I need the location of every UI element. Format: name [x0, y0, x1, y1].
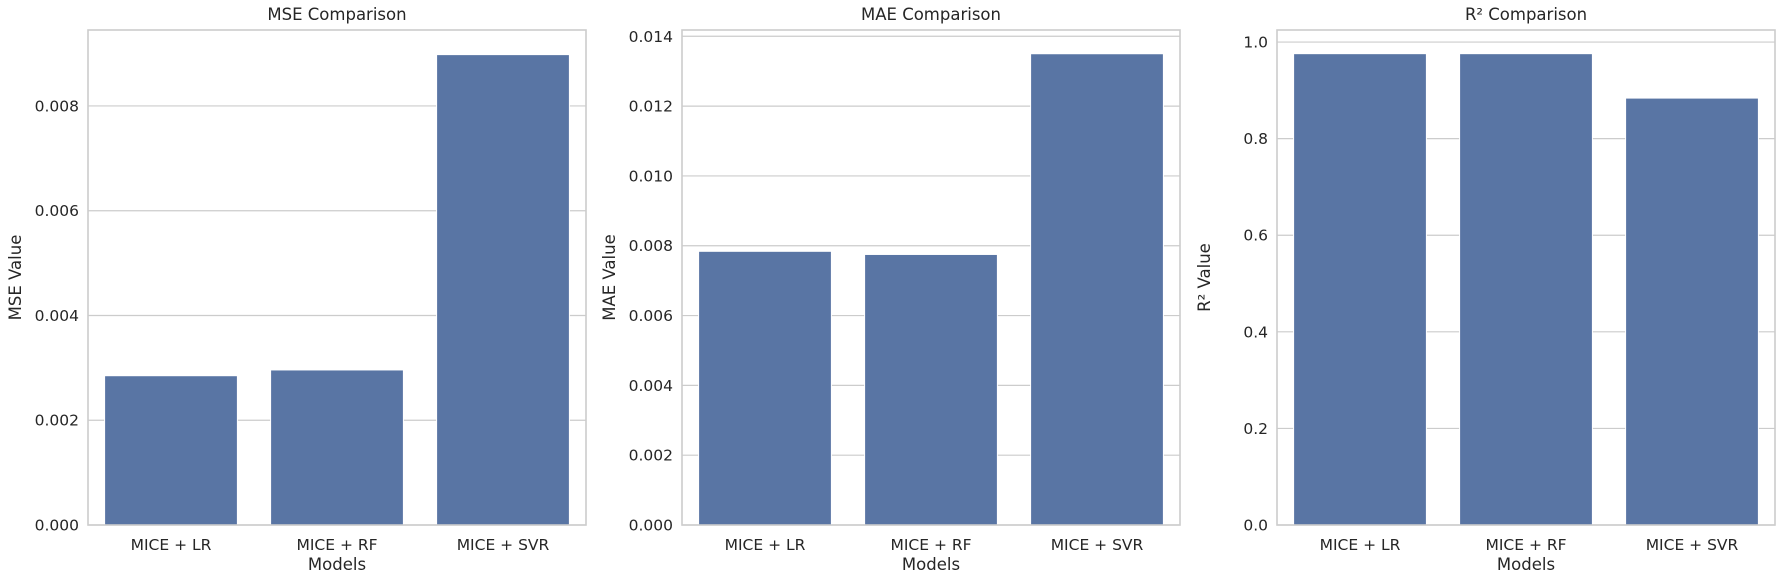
y-tick-label: 0.008 — [35, 97, 79, 115]
plot-frame — [1276, 29, 1776, 526]
y-tick-label: 0.002 — [629, 447, 673, 465]
y-tick-label: 0.012 — [629, 98, 673, 116]
y-tick-label: 0.000 — [35, 517, 79, 535]
y-tick-label: 0.4 — [1243, 323, 1268, 341]
bar-mice-lr — [1293, 53, 1427, 526]
bar-mice-svr — [1030, 53, 1164, 526]
y-tick-label: 0.002 — [35, 412, 79, 430]
y-tick-label: 0.6 — [1243, 227, 1268, 245]
x-tick-label: MICE + RF — [1485, 536, 1566, 554]
y-tick-label: 0.010 — [629, 167, 673, 185]
y-tick-label: 0.014 — [629, 28, 673, 46]
y-tick-label: 0.008 — [629, 237, 673, 255]
x-tick-label: MICE + RF — [890, 536, 971, 554]
chart-title: MSE Comparison — [267, 5, 406, 24]
x-tick-label: MICE + SVR — [457, 536, 550, 554]
chart-title: R² Comparison — [1465, 5, 1587, 24]
bar-mice-lr — [104, 375, 238, 526]
bar-mice-rf — [270, 369, 404, 526]
x-tick-label: MICE + LR — [725, 536, 806, 554]
y-tick-label: 0.004 — [629, 377, 673, 395]
y-tick-label: 1.0 — [1243, 34, 1268, 52]
y-tick-label: 0.006 — [629, 307, 673, 325]
x-tick-label: MICE + RF — [296, 536, 377, 554]
bar-mice-lr — [698, 250, 832, 526]
x-axis-label: Models — [1497, 555, 1555, 574]
y-tick-label: 0.0 — [1243, 517, 1268, 535]
y-tick-label: 0.8 — [1243, 130, 1268, 148]
x-tick-label: MICE + LR — [1320, 536, 1401, 554]
y-tick-label: 0.004 — [35, 307, 79, 325]
bar-mice-rf — [864, 253, 998, 526]
plot-frame — [87, 29, 587, 526]
x-tick-label: MICE + SVR — [1646, 536, 1739, 554]
chart-title: MAE Comparison — [861, 5, 1001, 24]
bar-mice-svr — [1625, 97, 1759, 526]
bar-mice-svr — [436, 54, 570, 526]
y-tick-label: 0.006 — [35, 202, 79, 220]
y-axis-label: MAE Value — [600, 234, 619, 321]
x-tick-label: MICE + SVR — [1051, 536, 1144, 554]
x-tick-label: MICE + LR — [131, 536, 212, 554]
y-axis-label: R² Value — [1195, 243, 1214, 312]
x-axis-label: Models — [902, 555, 960, 574]
plot-frame — [681, 29, 1181, 526]
x-axis-label: Models — [308, 555, 366, 574]
y-tick-label: 0.2 — [1243, 420, 1268, 438]
bar-mice-rf — [1459, 53, 1593, 526]
y-tick-label: 0.000 — [629, 517, 673, 535]
y-axis-label: MSE Value — [6, 235, 25, 321]
